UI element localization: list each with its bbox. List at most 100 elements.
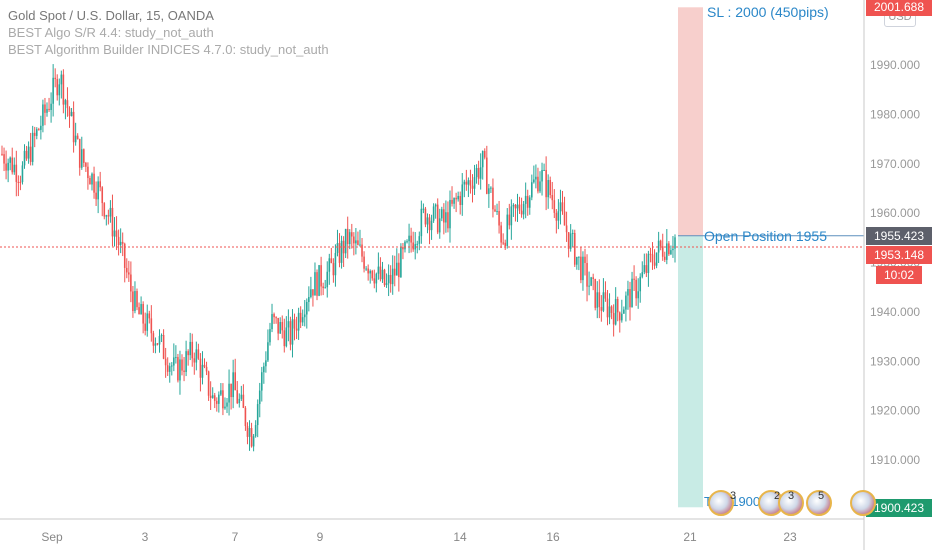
candle-body bbox=[404, 241, 406, 250]
candle-body bbox=[130, 274, 132, 292]
take-profit-zone[interactable] bbox=[678, 235, 703, 508]
candle-body bbox=[148, 313, 151, 319]
candle-body bbox=[492, 187, 494, 210]
candle-body bbox=[389, 274, 392, 285]
candle-body bbox=[606, 298, 609, 318]
candle-body bbox=[273, 314, 275, 318]
candle-body bbox=[496, 210, 498, 212]
candle-body bbox=[195, 349, 198, 363]
study-legend-builder[interactable]: BEST Algorithm Builder INDICES 4.7.0: st… bbox=[8, 42, 329, 57]
study-legend-sr[interactable]: BEST Algo S/R 4.4: study_not_auth bbox=[8, 25, 214, 40]
candle-body bbox=[9, 157, 11, 163]
candle-body bbox=[602, 292, 605, 311]
candle-body bbox=[340, 240, 343, 263]
candle-body bbox=[510, 206, 513, 226]
candle-body bbox=[387, 274, 390, 284]
candle-body bbox=[580, 256, 582, 281]
candle-body bbox=[616, 298, 619, 313]
candle-body bbox=[526, 195, 529, 208]
candle-body bbox=[592, 277, 594, 279]
candle-body bbox=[287, 321, 290, 328]
candle-body bbox=[308, 296, 310, 303]
candle-body bbox=[271, 314, 273, 330]
candle-body bbox=[19, 181, 22, 183]
candle-body bbox=[138, 307, 140, 315]
candle-body bbox=[46, 108, 48, 113]
x-tick-label: 16 bbox=[546, 530, 560, 544]
candle-body bbox=[373, 278, 376, 284]
candle-body bbox=[604, 292, 607, 299]
stop-loss-zone[interactable] bbox=[678, 7, 703, 236]
candle-body bbox=[363, 256, 365, 269]
candle-body bbox=[490, 187, 492, 189]
candle-body bbox=[541, 169, 543, 182]
candle-body bbox=[381, 269, 384, 280]
candle-body bbox=[173, 357, 175, 366]
candle-body bbox=[582, 256, 584, 281]
candle-body bbox=[142, 304, 144, 324]
candle-body bbox=[516, 204, 519, 209]
candle-body bbox=[140, 304, 142, 315]
candle-body bbox=[279, 322, 282, 334]
candle-body bbox=[27, 146, 30, 159]
candle-body bbox=[117, 236, 120, 246]
y-tick-label: 1960.000 bbox=[870, 206, 920, 220]
candle-body bbox=[230, 383, 232, 398]
candle-body bbox=[330, 258, 333, 264]
candle-body bbox=[242, 394, 245, 408]
candle-body bbox=[310, 289, 312, 297]
symbol-legend[interactable]: Gold Spot / U.S. Dollar, 15, OANDA bbox=[8, 8, 214, 23]
x-tick-label: 9 bbox=[317, 530, 324, 544]
candle-body bbox=[187, 351, 189, 356]
us-flag-icon[interactable] bbox=[778, 490, 804, 516]
candle-body bbox=[663, 256, 666, 260]
candle-body bbox=[594, 278, 597, 308]
candle-body bbox=[424, 208, 427, 225]
candle-body bbox=[33, 132, 36, 136]
candle-body bbox=[3, 154, 5, 164]
candle-body bbox=[408, 235, 410, 242]
candle-body bbox=[324, 287, 327, 289]
y-tick-label: 1980.000 bbox=[870, 107, 920, 121]
y-tick-label: 1970.000 bbox=[870, 157, 920, 171]
us-flag-icon[interactable] bbox=[850, 490, 876, 516]
candle-body bbox=[50, 103, 52, 110]
candle-body bbox=[348, 232, 351, 245]
candle-body bbox=[269, 329, 271, 343]
x-tick-label: Sep bbox=[41, 530, 63, 544]
candle-body bbox=[655, 252, 658, 266]
candle-body bbox=[543, 169, 545, 171]
x-tick-label: 23 bbox=[783, 530, 797, 544]
candle-body bbox=[252, 436, 255, 447]
candle-body bbox=[322, 286, 324, 289]
candle-body bbox=[128, 272, 130, 275]
candle-body bbox=[181, 359, 183, 371]
us-flag-icon[interactable] bbox=[806, 490, 832, 516]
candle-body bbox=[113, 230, 116, 237]
candle-body bbox=[395, 262, 398, 276]
candle-body bbox=[320, 265, 322, 287]
candle-body bbox=[353, 236, 355, 244]
candle-body bbox=[453, 197, 455, 204]
candle-body bbox=[168, 366, 171, 372]
candle-body bbox=[70, 111, 73, 117]
candle-body bbox=[162, 335, 165, 359]
candle-body bbox=[406, 241, 408, 243]
candle-body bbox=[123, 243, 126, 268]
us-flag-icon[interactable] bbox=[708, 490, 734, 516]
candle-body bbox=[573, 233, 576, 265]
candle-body bbox=[111, 207, 114, 237]
candle-body bbox=[31, 132, 34, 162]
candle-body bbox=[410, 235, 412, 243]
candle-body bbox=[614, 298, 617, 325]
candle-body bbox=[189, 341, 191, 356]
candle-body bbox=[432, 206, 435, 221]
candle-body bbox=[402, 247, 404, 250]
candle-body bbox=[203, 364, 206, 367]
candle-body bbox=[342, 240, 345, 254]
candle-body bbox=[101, 187, 104, 204]
candle-body bbox=[639, 276, 642, 292]
candle-body bbox=[400, 247, 402, 278]
candle-body bbox=[132, 291, 134, 311]
